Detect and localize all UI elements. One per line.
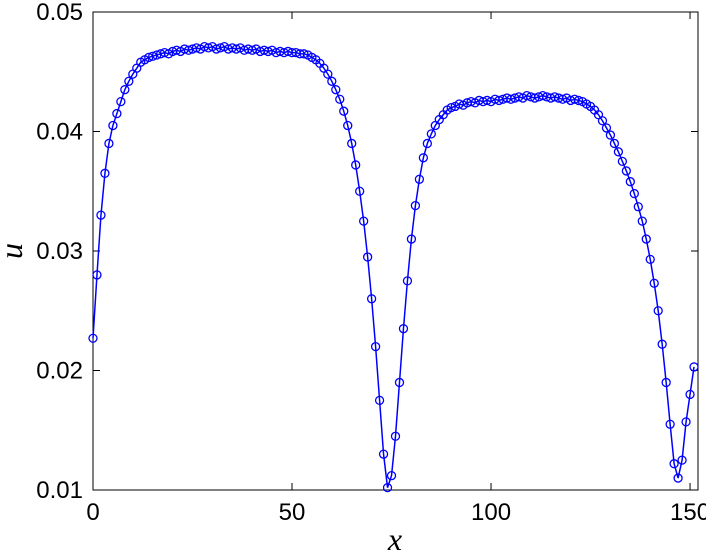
data-marker: [661, 377, 671, 388]
data-marker: [112, 108, 122, 119]
data-marker: [362, 252, 373, 262]
data-marker: [347, 138, 357, 149]
data-marker: [100, 168, 110, 178]
data-marker: [378, 449, 389, 459]
data-marker: [382, 482, 393, 493]
data-marker: [335, 94, 345, 104]
x-tick-label: 50: [279, 499, 306, 526]
data-marker: [621, 166, 632, 176]
data-marker: [673, 473, 683, 483]
data-marker: [649, 278, 659, 288]
data-marker: [394, 377, 405, 388]
y-axis-label: u: [0, 243, 29, 259]
y-tick-label: 0.04: [36, 119, 83, 146]
x-tick-label: 0: [86, 499, 99, 526]
data-marker: [657, 339, 667, 349]
data-marker: [669, 459, 679, 469]
data-marker: [641, 234, 651, 244]
data-marker: [120, 85, 130, 95]
y-tick-label: 0.03: [36, 238, 83, 265]
data-marker: [351, 160, 361, 170]
data-line: [92, 45, 695, 488]
data-marker: [327, 76, 337, 86]
data-marker: [446, 102, 456, 113]
data-marker: [685, 389, 695, 400]
data-marker: [299, 49, 309, 59]
data-marker: [617, 156, 628, 167]
y-tick-label: 0.01: [36, 477, 83, 504]
data-marker: [96, 210, 106, 220]
data-marker: [88, 333, 98, 343]
data-marker: [422, 138, 432, 149]
data-marker: [104, 138, 114, 149]
data-marker: [108, 120, 118, 131]
data-marker: [418, 153, 429, 163]
data-marker: [573, 95, 584, 106]
data-marker: [410, 200, 421, 211]
y-tick-label: 0.02: [36, 358, 83, 385]
data-marker: [331, 85, 341, 95]
x-tick-label: 100: [471, 499, 511, 526]
data-marker: [370, 341, 381, 352]
data-marker: [398, 324, 409, 334]
data-marker: [597, 116, 608, 126]
data-marker: [414, 174, 425, 184]
data-marker: [681, 417, 691, 427]
data-marker: [116, 96, 126, 107]
data-marker: [366, 294, 377, 304]
data-marker: [390, 431, 401, 441]
data-marker: [665, 419, 675, 429]
data-marker: [645, 254, 655, 265]
axes-box: [92, 11, 699, 491]
data-marker: [609, 138, 620, 149]
x-axis-label: x: [387, 521, 402, 554]
data-marker: [374, 395, 385, 406]
data-marker: [613, 147, 624, 157]
data-marker: [124, 76, 134, 86]
data-marker: [689, 362, 699, 372]
data-marker: [637, 216, 647, 226]
data-marker: [355, 186, 365, 196]
data-marker: [426, 129, 436, 139]
data-marker: [386, 471, 397, 481]
data-marker: [339, 106, 349, 116]
data-marker: [402, 276, 413, 286]
data-marker: [601, 123, 612, 133]
data-marker: [633, 202, 643, 212]
data-marker: [343, 120, 353, 131]
data-marker: [92, 270, 102, 280]
data-marker: [323, 69, 333, 79]
data-marker: [406, 234, 417, 244]
data-marker: [359, 216, 369, 226]
data-marker: [677, 455, 687, 465]
x-tick-label: 150: [670, 499, 706, 526]
data-marker: [653, 306, 663, 316]
data-marker: [629, 188, 639, 199]
data-marker: [605, 130, 616, 140]
y-tick-label: 0.05: [36, 0, 83, 26]
data-marker: [625, 177, 635, 187]
